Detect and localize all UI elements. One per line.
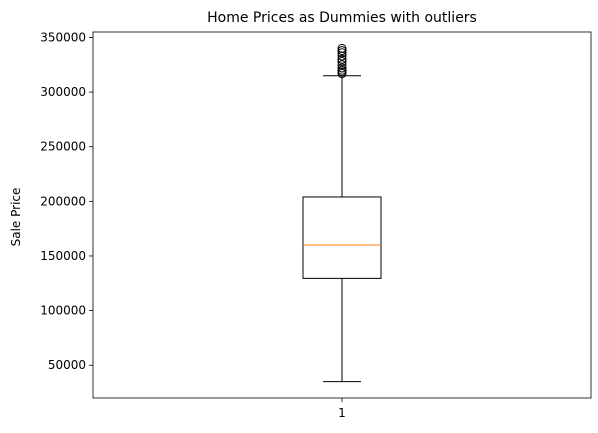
outlier-point (337, 56, 347, 66)
y-tick-label: 250000 (40, 140, 86, 154)
outlier-point (337, 43, 347, 53)
y-tick-label: 100000 (40, 304, 86, 318)
y-tick-label: 300000 (40, 85, 86, 99)
y-tick-label: 350000 (40, 30, 86, 44)
outlier-point (337, 46, 347, 56)
plot-area: 50000 100000 150000 200000 250000 300000 35000… (40, 30, 592, 420)
box-iqr (302, 196, 382, 279)
outlier-point (337, 65, 347, 75)
y-tick-label: 150000 (40, 249, 86, 263)
outlier-point (337, 63, 347, 73)
chart-title: Home Prices as Dummies with outliers (207, 10, 477, 26)
y-axis-label: Sale Price (9, 188, 23, 247)
outlier-point (337, 60, 347, 70)
x-tick-label: 1 (338, 406, 346, 420)
y-tick-label: 50000 (48, 358, 86, 372)
outlier-point (337, 48, 347, 58)
y-tick-label: 200000 (40, 194, 86, 208)
outlier-point (337, 54, 347, 64)
plot-frame (92, 31, 592, 399)
